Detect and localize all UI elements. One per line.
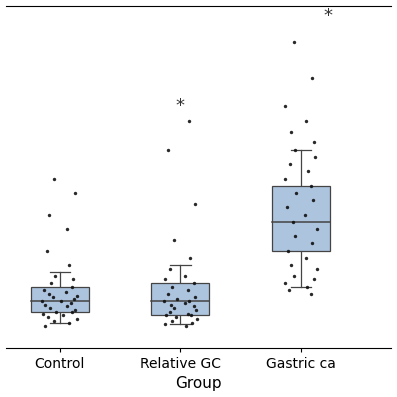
Point bbox=[292, 146, 298, 153]
Point bbox=[189, 320, 196, 326]
Point bbox=[163, 312, 169, 319]
Point bbox=[58, 298, 64, 304]
Point bbox=[282, 280, 289, 286]
Point bbox=[311, 139, 318, 146]
Point bbox=[60, 312, 67, 319]
Point bbox=[172, 314, 179, 320]
Point bbox=[165, 146, 172, 153]
Point bbox=[314, 226, 320, 232]
Point bbox=[165, 291, 172, 297]
Point bbox=[289, 219, 296, 225]
Point bbox=[192, 294, 198, 301]
Point bbox=[64, 303, 70, 310]
Point bbox=[307, 291, 314, 297]
Point bbox=[194, 316, 200, 322]
Point bbox=[50, 318, 57, 324]
Point bbox=[185, 310, 191, 317]
Point bbox=[187, 254, 193, 261]
Point bbox=[73, 316, 80, 322]
Point bbox=[47, 305, 53, 311]
Point bbox=[314, 266, 320, 272]
Point bbox=[173, 296, 180, 303]
Point bbox=[291, 39, 297, 45]
Point bbox=[192, 200, 198, 207]
Point bbox=[46, 211, 52, 218]
Point bbox=[191, 303, 197, 310]
Point bbox=[309, 240, 315, 247]
Point bbox=[49, 294, 56, 301]
Point bbox=[66, 320, 73, 326]
Point bbox=[42, 323, 48, 330]
Point bbox=[305, 168, 311, 174]
Point bbox=[191, 280, 197, 286]
Point bbox=[162, 321, 168, 328]
Point bbox=[282, 175, 289, 182]
Point bbox=[307, 183, 314, 189]
Point bbox=[171, 237, 177, 243]
Point bbox=[292, 233, 298, 239]
Point bbox=[282, 103, 289, 110]
Point bbox=[71, 296, 77, 303]
Point bbox=[70, 276, 76, 283]
Point bbox=[186, 118, 192, 124]
Point bbox=[286, 287, 292, 293]
Point bbox=[287, 161, 293, 167]
Point bbox=[52, 273, 58, 279]
Point bbox=[166, 266, 173, 272]
Point bbox=[72, 190, 79, 196]
Point bbox=[293, 190, 299, 196]
Point bbox=[285, 247, 291, 254]
Point bbox=[41, 287, 47, 293]
Point bbox=[43, 247, 50, 254]
Point bbox=[183, 323, 190, 330]
Point bbox=[169, 318, 175, 324]
Point bbox=[288, 129, 295, 135]
Bar bbox=[272, 186, 330, 251]
Point bbox=[188, 312, 195, 319]
Point bbox=[303, 118, 309, 124]
Point bbox=[46, 291, 52, 297]
Point bbox=[288, 262, 295, 268]
Point bbox=[171, 305, 177, 311]
Point bbox=[42, 301, 48, 308]
Point bbox=[64, 226, 70, 232]
Point bbox=[160, 298, 167, 304]
Point bbox=[40, 310, 46, 317]
Point bbox=[44, 314, 51, 320]
Point bbox=[72, 307, 79, 313]
Point bbox=[48, 280, 54, 286]
Point bbox=[303, 254, 309, 261]
Point bbox=[182, 300, 189, 306]
Point bbox=[69, 308, 75, 315]
Point bbox=[67, 300, 74, 306]
Text: *: * bbox=[323, 8, 332, 25]
Point bbox=[66, 262, 73, 268]
Point bbox=[291, 273, 297, 279]
Point bbox=[304, 283, 310, 290]
X-axis label: Group: Group bbox=[175, 376, 222, 391]
Point bbox=[168, 301, 174, 308]
Point bbox=[50, 175, 57, 182]
Point bbox=[301, 211, 308, 218]
Point bbox=[311, 276, 318, 283]
Point bbox=[182, 273, 189, 279]
Bar bbox=[152, 283, 209, 316]
Point bbox=[193, 307, 199, 313]
Point bbox=[162, 276, 168, 283]
Point bbox=[166, 308, 173, 315]
Point bbox=[63, 289, 69, 295]
Point bbox=[73, 293, 80, 299]
Point bbox=[185, 287, 191, 293]
Point bbox=[309, 75, 315, 81]
Point bbox=[312, 154, 319, 160]
Point bbox=[69, 283, 75, 290]
Point bbox=[39, 298, 45, 304]
Text: *: * bbox=[176, 97, 185, 116]
Point bbox=[186, 298, 192, 304]
Bar bbox=[31, 287, 89, 312]
Point bbox=[169, 283, 175, 290]
Point bbox=[53, 308, 60, 315]
Point bbox=[310, 197, 316, 203]
Point bbox=[283, 204, 290, 210]
